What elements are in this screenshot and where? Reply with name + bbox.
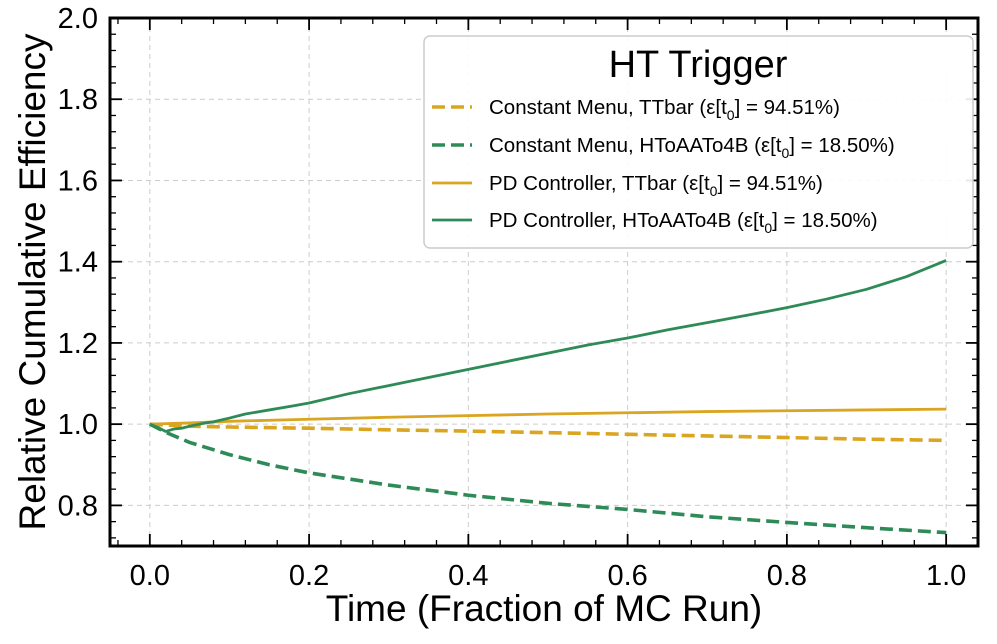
legend-label-0: Constant Menu, TTbar (ε[t0] = 94.51%) bbox=[489, 96, 840, 123]
legend-label-2: PD Controller, TTbar (ε[t0] = 94.51%) bbox=[489, 172, 823, 199]
series-line-1 bbox=[149, 422, 947, 535]
plot-lines bbox=[149, 259, 947, 535]
legend-label-subscript: 0 bbox=[764, 220, 772, 236]
x-axis-title: Time (Fraction of MC Run) bbox=[326, 588, 763, 629]
y-tick-label: 1.8 bbox=[58, 84, 98, 116]
legend-label-prefix: Constant Menu, TTbar (ε[t bbox=[489, 96, 727, 119]
x-tick-label: 0.8 bbox=[767, 560, 807, 592]
legend-label-3: PD Controller, HToAATo4B (ε[t0] = 18.50%… bbox=[489, 209, 878, 236]
x-tick-label: 0.2 bbox=[289, 560, 329, 592]
y-axis-title: Relative Cumulative Efficiency bbox=[12, 33, 53, 530]
legend-label-suffix: ] = 18.50%) bbox=[772, 209, 877, 232]
legend-label-suffix: ] = 94.51%) bbox=[735, 96, 840, 119]
tick-labels: 0.0 0.2 0.4 0.6 0.8 1.0 0.8 1.0 1.2 1.4 1.6 1.8 2.0 bbox=[58, 3, 967, 592]
y-tick-label: 1.0 bbox=[58, 409, 98, 441]
y-tick-label: 0.8 bbox=[58, 490, 98, 522]
legend-box bbox=[423, 35, 974, 249]
legend-label-prefix: Constant Menu, HToAATo4B (ε[t bbox=[489, 134, 782, 157]
plot-frame bbox=[108, 16, 980, 548]
series-line-3 bbox=[149, 259, 947, 433]
x-tick-label: 1.0 bbox=[926, 560, 966, 592]
y-tick-label: 1.6 bbox=[58, 165, 98, 197]
x-tick-label: 0.6 bbox=[607, 560, 647, 592]
x-tick-label: 0.4 bbox=[448, 560, 488, 592]
legend-label-suffix: ] = 94.51%) bbox=[717, 172, 822, 195]
legend-label-prefix: PD Controller, TTbar (ε[t bbox=[489, 172, 710, 195]
x-tick-label: 0.0 bbox=[130, 560, 170, 592]
legend-label-prefix: PD Controller, HToAATo4B (ε[t bbox=[489, 209, 765, 232]
series-line-0 bbox=[149, 422, 947, 443]
legend: HT Trigger Constant Menu, TTbar (ε[t0] =… bbox=[423, 35, 974, 249]
legend-label-suffix: ] = 18.50%) bbox=[789, 134, 894, 157]
legend-label-1: Constant Menu, HToAATo4B (ε[t0] = 18.50%… bbox=[489, 134, 895, 161]
y-tick-label: 2.0 bbox=[58, 3, 98, 35]
series-line-2 bbox=[149, 407, 947, 426]
legend-label-subscript: 0 bbox=[710, 183, 718, 199]
y-tick-label: 1.2 bbox=[58, 328, 98, 360]
legend-label-subscript: 0 bbox=[727, 107, 735, 123]
legend-title: HT Trigger bbox=[609, 44, 788, 86]
legend-entries: Constant Menu, TTbar (ε[t0] = 94.51%)Con… bbox=[432, 96, 895, 236]
y-tick-label: 1.4 bbox=[58, 247, 98, 279]
legend-label-subscript: 0 bbox=[781, 145, 789, 161]
